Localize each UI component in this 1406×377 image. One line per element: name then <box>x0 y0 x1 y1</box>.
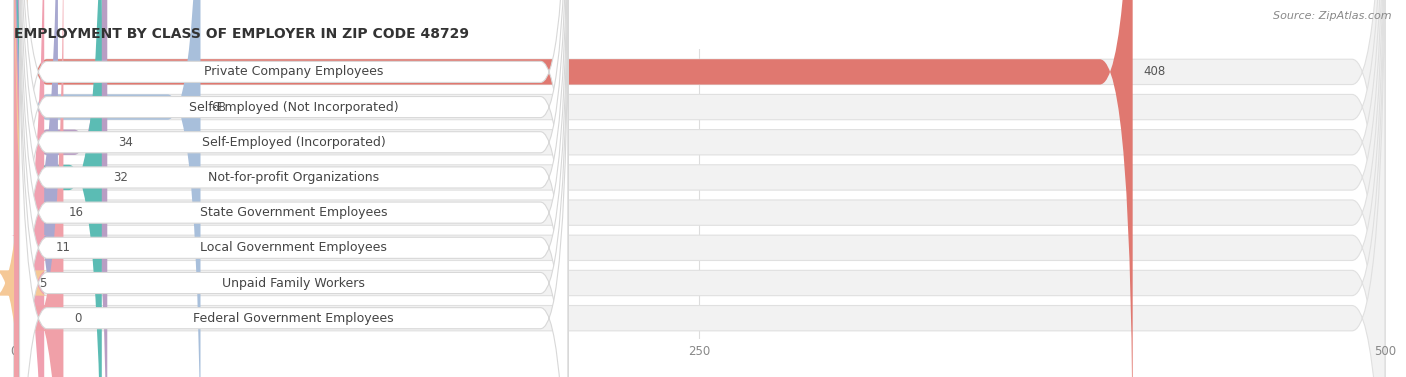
FancyBboxPatch shape <box>14 0 1385 377</box>
Text: 34: 34 <box>118 136 134 149</box>
Text: Self-Employed (Not Incorporated): Self-Employed (Not Incorporated) <box>188 101 398 113</box>
FancyBboxPatch shape <box>14 0 1133 377</box>
FancyBboxPatch shape <box>14 0 63 377</box>
Text: Private Company Employees: Private Company Employees <box>204 65 384 78</box>
Text: Source: ZipAtlas.com: Source: ZipAtlas.com <box>1274 11 1392 21</box>
Text: Not-for-profit Organizations: Not-for-profit Organizations <box>208 171 380 184</box>
FancyBboxPatch shape <box>14 0 107 377</box>
FancyBboxPatch shape <box>14 0 58 377</box>
FancyBboxPatch shape <box>20 0 568 377</box>
Text: 408: 408 <box>1143 65 1166 78</box>
Text: 0: 0 <box>75 312 82 325</box>
FancyBboxPatch shape <box>11 0 46 377</box>
FancyBboxPatch shape <box>14 0 101 377</box>
FancyBboxPatch shape <box>0 0 46 377</box>
FancyBboxPatch shape <box>20 0 568 377</box>
Text: 11: 11 <box>55 241 70 254</box>
FancyBboxPatch shape <box>14 0 1385 377</box>
Text: 32: 32 <box>112 171 128 184</box>
Text: EMPLOYMENT BY CLASS OF EMPLOYER IN ZIP CODE 48729: EMPLOYMENT BY CLASS OF EMPLOYER IN ZIP C… <box>14 27 470 41</box>
Text: 68: 68 <box>211 101 226 113</box>
Text: Federal Government Employees: Federal Government Employees <box>194 312 394 325</box>
Text: 16: 16 <box>69 206 84 219</box>
FancyBboxPatch shape <box>14 0 201 377</box>
FancyBboxPatch shape <box>14 0 1385 377</box>
FancyBboxPatch shape <box>20 0 568 377</box>
FancyBboxPatch shape <box>20 0 568 377</box>
FancyBboxPatch shape <box>20 0 568 377</box>
FancyBboxPatch shape <box>14 0 1385 377</box>
FancyBboxPatch shape <box>14 0 1385 377</box>
FancyBboxPatch shape <box>14 0 1385 377</box>
FancyBboxPatch shape <box>20 0 568 377</box>
FancyBboxPatch shape <box>20 0 568 377</box>
FancyBboxPatch shape <box>14 0 1385 377</box>
Text: Unpaid Family Workers: Unpaid Family Workers <box>222 276 366 290</box>
Text: Self-Employed (Incorporated): Self-Employed (Incorporated) <box>202 136 385 149</box>
Text: 5: 5 <box>39 276 46 290</box>
FancyBboxPatch shape <box>14 0 1385 377</box>
Text: State Government Employees: State Government Employees <box>200 206 388 219</box>
Text: Local Government Employees: Local Government Employees <box>200 241 387 254</box>
FancyBboxPatch shape <box>20 0 568 377</box>
